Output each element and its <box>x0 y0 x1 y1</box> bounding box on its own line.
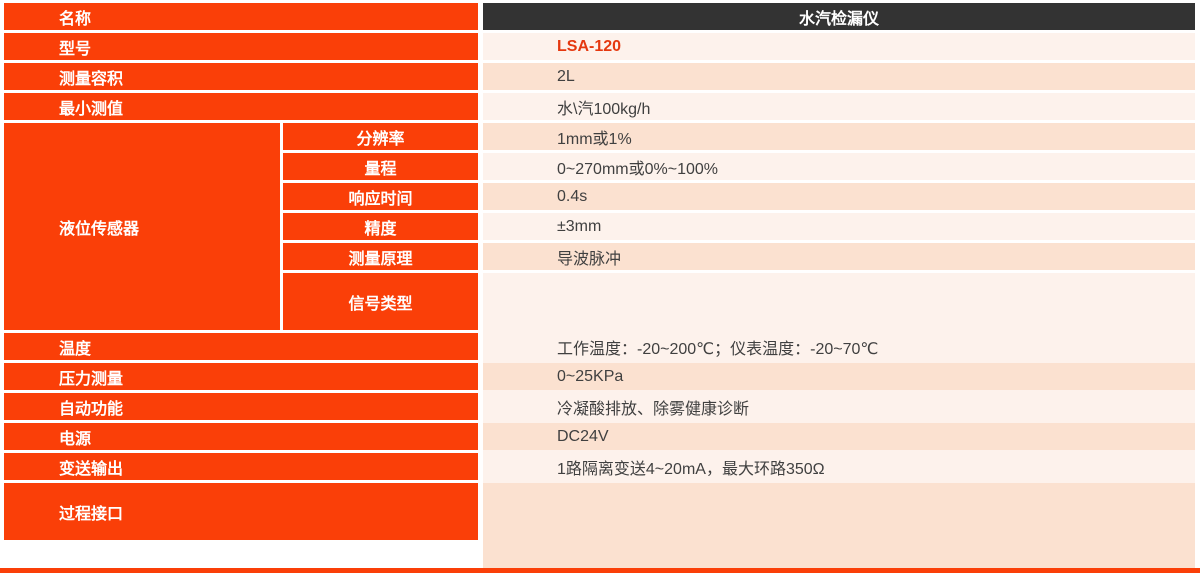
value-range: 0~270mm或0%~100% <box>483 153 1195 180</box>
value-volume: 2L <box>483 63 1195 90</box>
row-name: 名称 水汽检漏仪 <box>4 3 1200 30</box>
value-auto-function: 冷凝酸排放、除雾健康诊断 <box>483 393 1195 420</box>
label-pressure: 压力测量 <box>4 363 478 390</box>
level-sensor-body: 分辨率 1mm或1% 量程 0~270mm或0%~100% 响应时间 0.4s … <box>283 123 1195 573</box>
row-model: 型号 LSA-120 <box>4 33 1200 60</box>
label-accuracy: 精度 <box>283 213 478 240</box>
label-name: 名称 <box>4 3 478 30</box>
row-pressure: 压力测量 0~25KPa <box>4 363 1200 390</box>
label-power: 电源 <box>4 423 478 450</box>
group-process-interface: 过程接口 进口 HG/T20592-2009 DN50 PN16 RF 出口 H… <box>4 483 1200 573</box>
value-temperature: 工作温度：-20~200℃；仪表温度：-20~70℃ <box>483 333 1195 360</box>
label-transmit-output: 变送输出 <box>4 453 478 480</box>
label-principle: 测量原理 <box>283 243 478 270</box>
value-principle: 导波脉冲 <box>483 243 1195 270</box>
group-level-sensor: 液位传感器 分辨率 1mm或1% 量程 0~270mm或0%~100% 响应时间… <box>4 123 1200 573</box>
label-min-measure: 最小测值 <box>4 93 478 120</box>
row-range: 量程 0~270mm或0%~100% <box>283 153 1195 180</box>
label-auto-function: 自动功能 <box>4 393 478 420</box>
row-auto-function: 自动功能 冷凝酸排放、除雾健康诊断 <box>4 393 1200 420</box>
row-response-time: 响应时间 0.4s <box>283 183 1195 210</box>
row-principle: 测量原理 导波脉冲 <box>283 243 1195 270</box>
value-resolution: 1mm或1% <box>483 123 1195 150</box>
label-level-sensor: 液位传感器 <box>4 123 280 330</box>
row-transmit-output: 变送输出 1路隔离变送4~20mA，最大环路350Ω <box>4 453 1200 480</box>
row-temperature: 温度 工作温度：-20~200℃；仪表温度：-20~70℃ <box>4 333 1200 360</box>
value-transmit-output: 1路隔离变送4~20mA，最大环路350Ω <box>483 453 1195 480</box>
label-process-interface: 过程接口 <box>4 483 478 540</box>
value-min-measure: 水\汽100kg/h <box>483 93 1195 120</box>
value-process-inlet: 进口 HG/T20592-2009 DN50 PN16 RF <box>483 483 1195 573</box>
row-volume: 测量容积 2L <box>4 63 1200 90</box>
signal-type-values: 4~20mA IO-Link *5 <box>478 273 1195 573</box>
row-min-measure: 最小测值 水\汽100kg/h <box>4 93 1200 120</box>
label-response-time: 响应时间 <box>283 183 478 210</box>
process-interface-values: 进口 HG/T20592-2009 DN50 PN16 RF 出口 HG/T20… <box>478 483 1195 573</box>
row-resolution: 分辨率 1mm或1% <box>283 123 1195 150</box>
label-volume: 测量容积 <box>4 63 478 90</box>
label-model: 型号 <box>4 33 478 60</box>
value-pressure: 0~25KPa <box>483 363 1195 390</box>
row-accuracy: 精度 ±3mm <box>283 213 1195 240</box>
row-signal-type: 信号类型 4~20mA IO-Link *5 <box>283 273 1195 573</box>
label-temperature: 温度 <box>4 333 478 360</box>
product-title: 水汽检漏仪 <box>483 3 1195 30</box>
value-response-time: 0.4s <box>483 183 1195 210</box>
value-power: DC24V <box>483 423 1195 450</box>
row-power: 电源 DC24V <box>4 423 1200 450</box>
label-resolution: 分辨率 <box>283 123 478 150</box>
value-accuracy: ±3mm <box>483 213 1195 240</box>
bottom-accent-bar <box>0 568 1200 573</box>
label-range: 量程 <box>283 153 478 180</box>
value-model: LSA-120 <box>483 33 1195 60</box>
label-signal-type: 信号类型 <box>283 273 478 330</box>
